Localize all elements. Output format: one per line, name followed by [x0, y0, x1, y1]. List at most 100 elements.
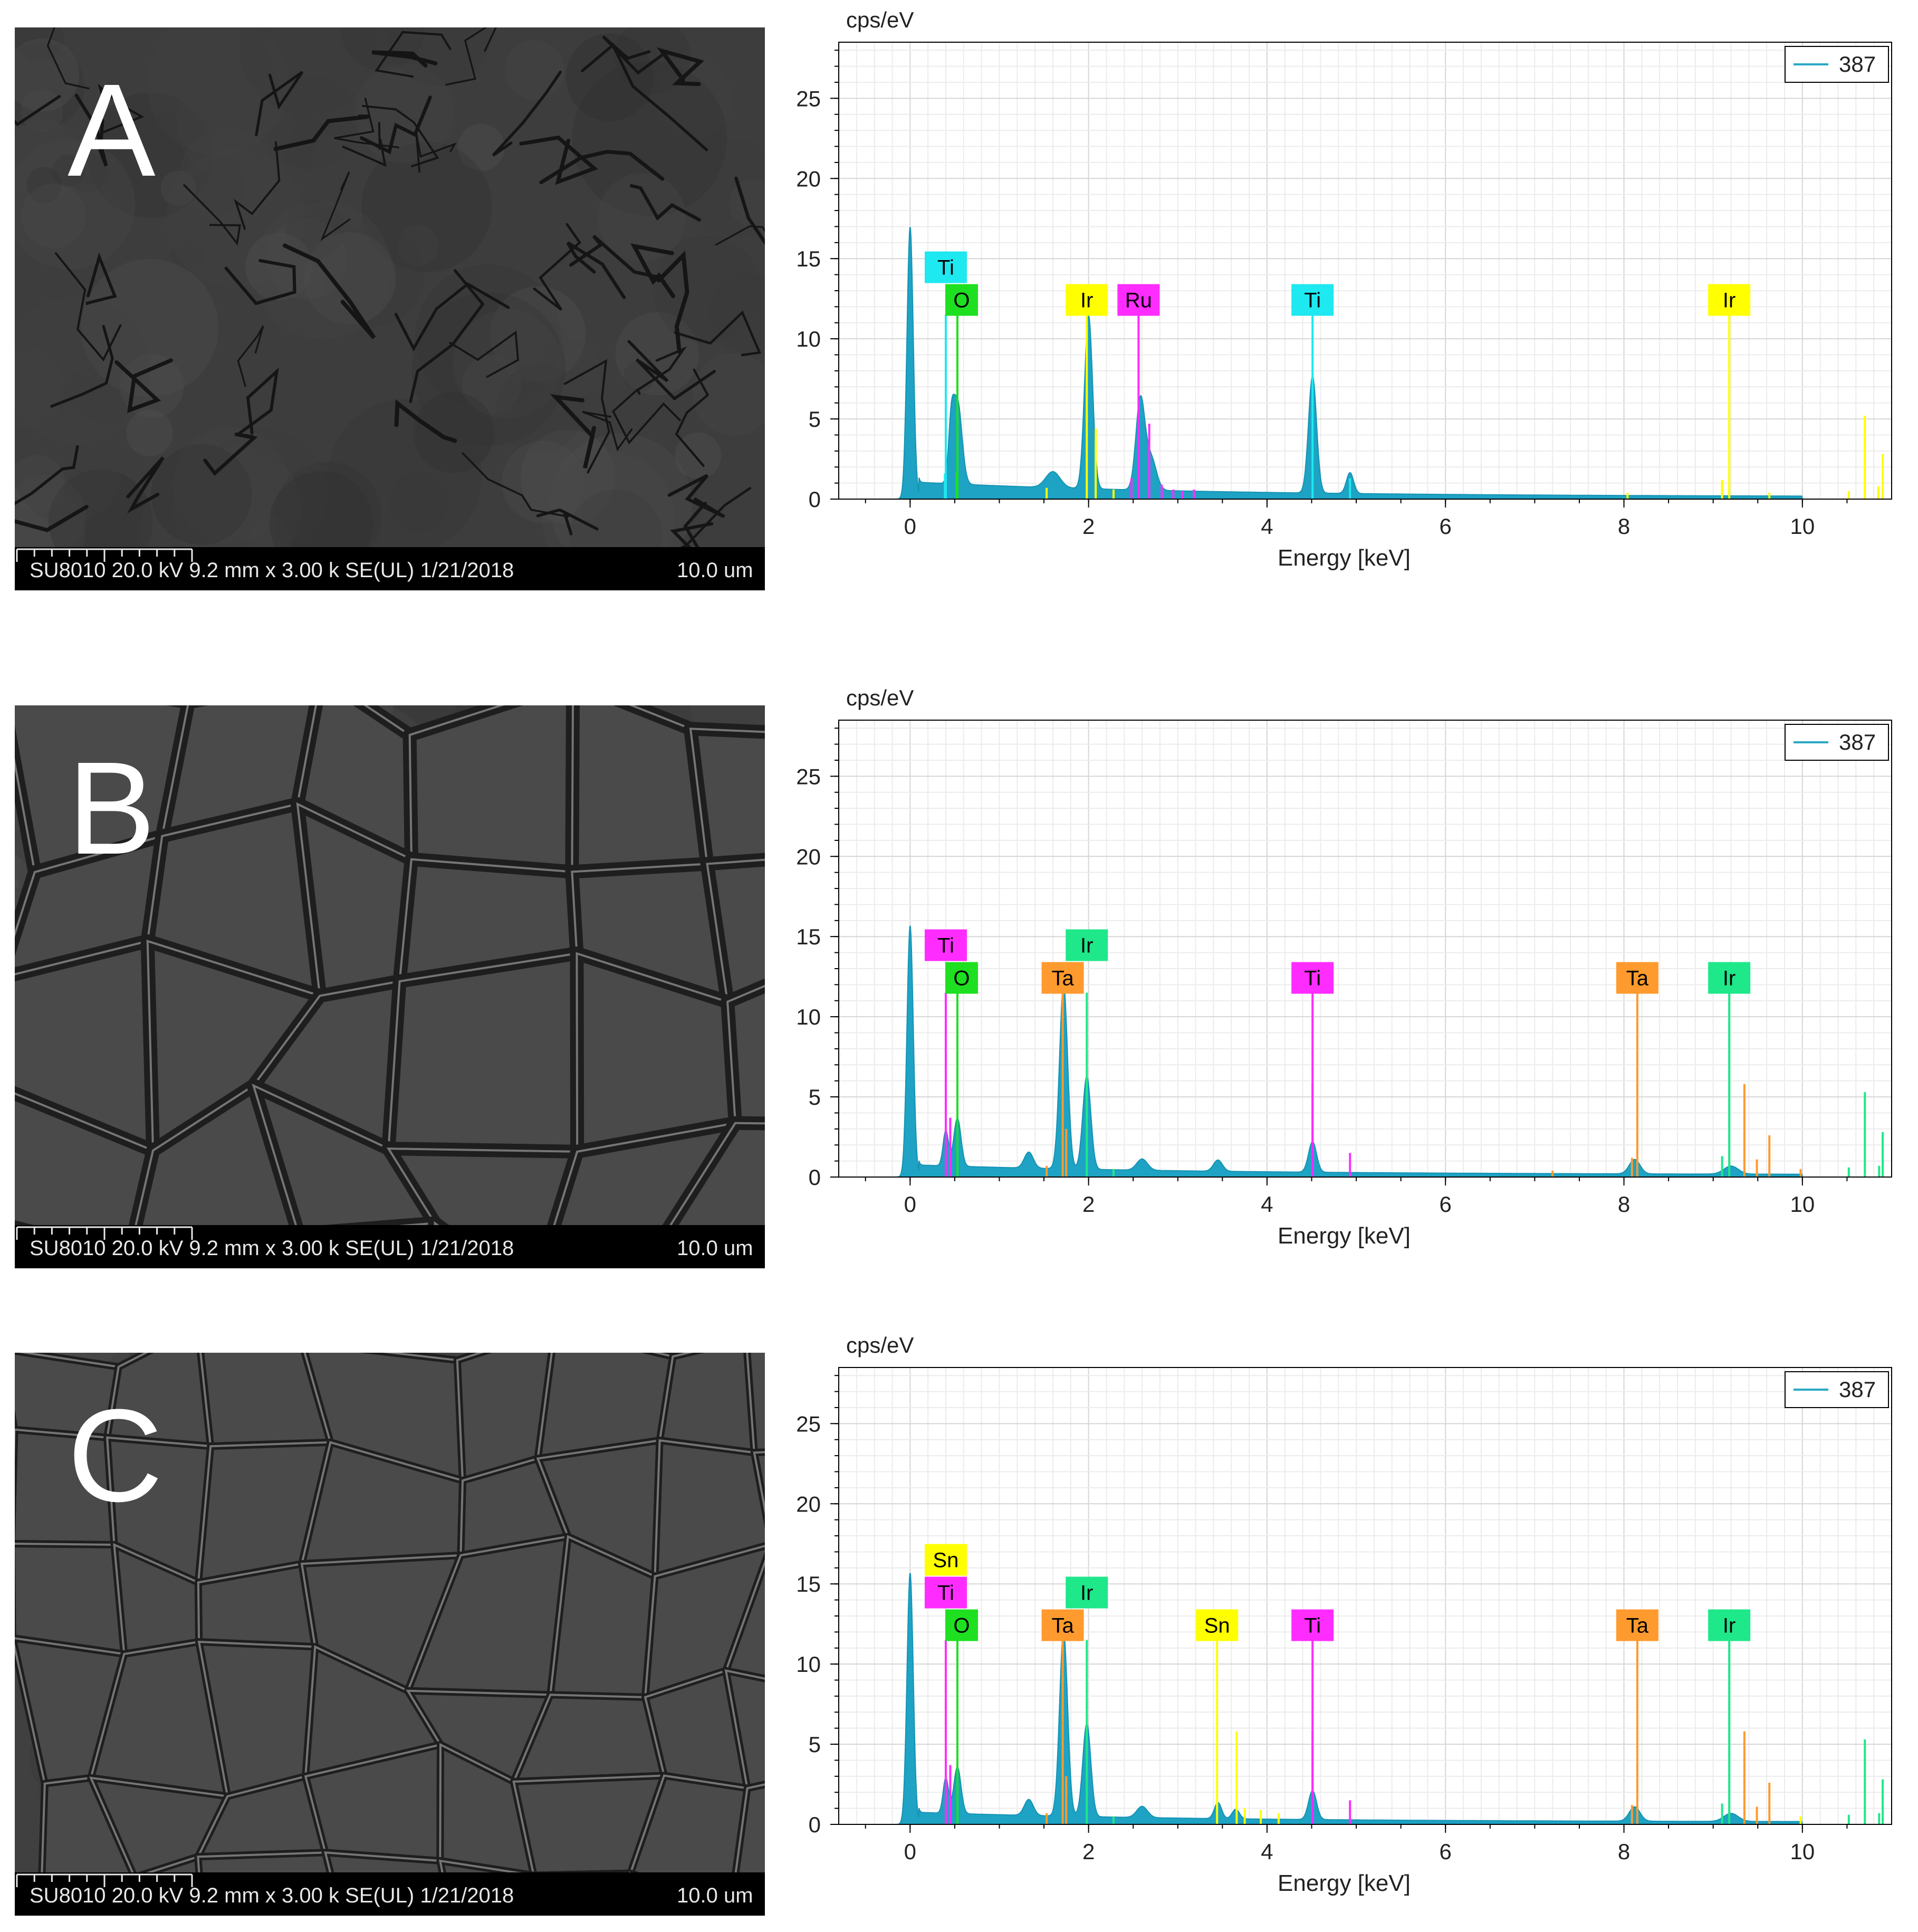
y-axis-label: cps/eV	[846, 7, 914, 32]
element-lines	[944, 992, 1884, 1177]
sem-blotch	[340, 27, 425, 71]
marker-label-box	[1041, 1609, 1084, 1641]
y-tick-label: 25	[796, 764, 821, 789]
sem-blotch	[540, 339, 600, 400]
sem-crack	[362, 104, 439, 167]
sem-blotch	[15, 474, 86, 558]
marker-label: Ti	[937, 1582, 954, 1605]
legend: 387	[1785, 1371, 1889, 1408]
sem-blotch	[52, 154, 85, 187]
legend: 387	[1785, 724, 1889, 761]
y-tick-label: 10	[796, 1652, 821, 1677]
sem-blotch	[397, 224, 439, 266]
sem-blotch	[361, 141, 492, 272]
marker-label-box	[945, 1609, 978, 1641]
marker-label: Ir	[1723, 289, 1735, 312]
marker-label: O	[953, 967, 970, 990]
sem-plate	[381, 946, 584, 1159]
sem-image-b: B SU8010 20.0 kV 9.2 mm x 3.00 k SE(UL) …	[15, 705, 765, 1268]
sem-plate-edge	[726, 984, 765, 1125]
y-tick-label: 25	[796, 86, 821, 111]
y-tick-label: 20	[796, 1491, 821, 1516]
marker-label-box	[1066, 284, 1108, 316]
marker-label: Ru	[1125, 289, 1152, 312]
legend-box	[1785, 724, 1889, 761]
y-axis: 0 5 10 15 20 25 cps/eV	[796, 1333, 914, 1837]
sem-blotch	[147, 27, 289, 156]
x-tick-label: 2	[1082, 1192, 1095, 1217]
sem-blotch	[411, 292, 565, 446]
sem-surface	[15, 27, 765, 590]
sem-plate-edge	[746, 1353, 765, 1454]
y-tick-label: 5	[809, 407, 821, 432]
sem-plate-edge	[724, 1669, 765, 1790]
sem-crack	[224, 259, 296, 305]
scale-label: 10.0 um	[677, 1237, 753, 1260]
sem-crack	[394, 282, 510, 352]
panel-a: A SU8010 20.0 kV 9.2 mm x 3.00 k SE(UL) …	[0, 0, 1918, 607]
sem-crack	[566, 241, 626, 299]
marker-label-box	[1196, 1609, 1239, 1641]
sem-blotch	[496, 364, 585, 453]
sem-crack	[237, 367, 279, 435]
sem-blotch	[236, 27, 394, 128]
marker-label-box	[1708, 1609, 1751, 1641]
sem-surface	[15, 705, 765, 1268]
scale-bar	[16, 1226, 193, 1240]
marker-label: Ir	[1080, 934, 1093, 958]
y-tick-label: 20	[796, 166, 821, 191]
marker-label: Ta	[1626, 967, 1649, 990]
marker-label: O	[953, 1614, 970, 1638]
y-tick-label: 25	[796, 1411, 821, 1436]
sem-blotch	[565, 33, 654, 121]
sem-crack	[629, 184, 701, 222]
sem-blotch	[286, 200, 345, 260]
sem-crack	[255, 71, 304, 137]
sem-blotch	[15, 38, 80, 112]
sem-blotch	[172, 427, 289, 543]
sem-blotch	[26, 167, 62, 203]
sem-crack	[415, 131, 457, 173]
x-axis: 0 2 4 6 8 10 Energy [keV]	[865, 499, 1848, 571]
sem-blotch	[15, 139, 136, 270]
legend: 387	[1785, 46, 1889, 83]
marker-label-box	[1708, 284, 1751, 316]
eds-chart: Ti O Ir Ru Ti Ir 0 2 4 6 8 10 Energy [keV] 0 5 10 15 20 25…	[796, 7, 1892, 571]
sem-blotch	[462, 355, 522, 414]
panel-c: C SU8010 20.0 kV 9.2 mm x 3.00 k SE(UL) …	[0, 1325, 1918, 1932]
x-tick-label: 4	[1261, 1192, 1273, 1217]
marker-label: Ta	[1051, 967, 1074, 990]
legend-label: 387	[1839, 1377, 1876, 1402]
y-tick-label: 10	[796, 327, 821, 351]
marker-label: Ir	[1080, 289, 1093, 312]
x-tick-label: 4	[1261, 514, 1273, 539]
sem-crack	[234, 141, 281, 230]
eds-chart: Ti O Ta Ir Ti Ta Ir 0 2 4 6 8 10 Energy [keV] 0 5 10 15 20…	[796, 685, 1892, 1249]
sem-crack	[273, 114, 369, 151]
sem-plate-edge	[654, 1439, 765, 1578]
sem-crack	[375, 31, 452, 78]
sem-blotch	[68, 152, 108, 193]
x-axis-label: Energy [keV]	[1278, 545, 1411, 571]
sem-plate-edge	[324, 1851, 452, 1916]
eds-chart: Sn Ti O Ta Ir Sn Ti Ta Ir 0 2 4 6 8 10 Energy [keV] 0 5 10…	[796, 1333, 1892, 1896]
x-tick-label: 6	[1440, 1192, 1452, 1217]
plot-area	[839, 1367, 1892, 1824]
scale-label: 10.0 um	[677, 559, 753, 582]
panel-letter: C	[68, 1382, 163, 1529]
y-axis-label: cps/eV	[846, 685, 914, 710]
sem-crack	[15, 445, 79, 505]
sem-blotch	[57, 368, 128, 438]
x-axis-label: Energy [keV]	[1278, 1870, 1411, 1896]
element-labels: Ti O Ir Ru Ti Ir	[924, 251, 1751, 316]
sem-crack	[114, 358, 173, 413]
marker-label: Ta	[1626, 1614, 1649, 1638]
sem-crack	[15, 504, 89, 532]
marker-label: Ir	[1723, 1614, 1735, 1638]
sem-crack	[237, 325, 264, 387]
sem-info-bar: SU8010 20.0 kV 9.2 mm x 3.00 k SE(UL) 1/…	[15, 547, 765, 590]
sem-crack	[15, 95, 61, 127]
element-labels: Ti O Ta Ir Ti Ta Ir	[924, 929, 1751, 994]
sem-blotch	[15, 43, 84, 130]
sem-blotch	[173, 445, 302, 574]
